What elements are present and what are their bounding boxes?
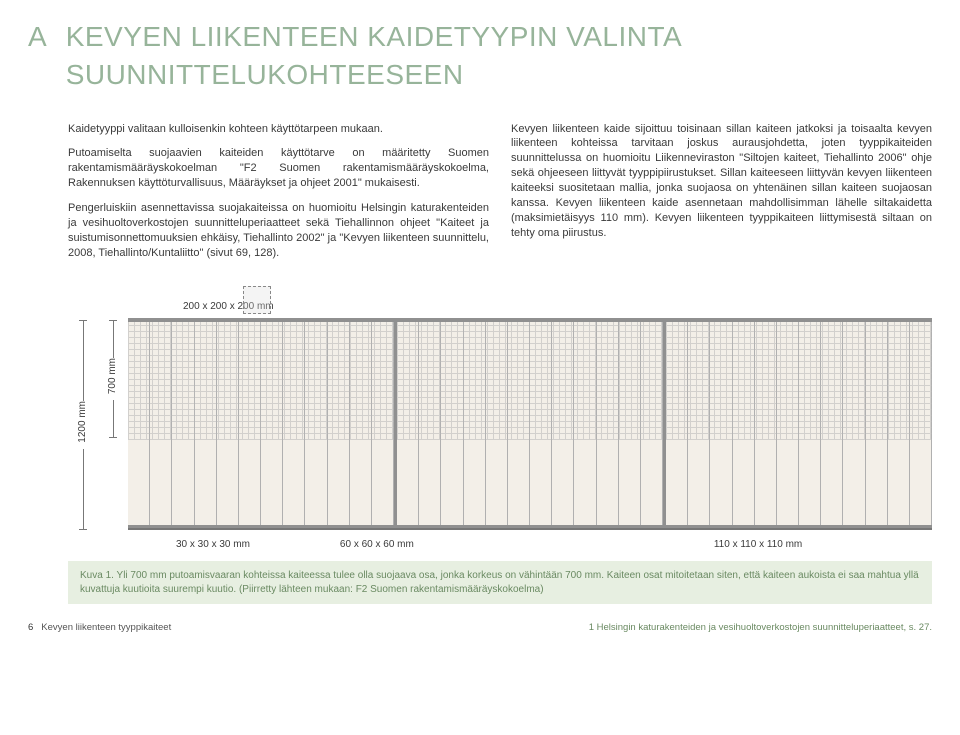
baluster xyxy=(128,322,150,525)
baluster xyxy=(350,322,372,525)
dim-col-outer: 1200 mm xyxy=(68,320,98,530)
dim-col-inner: 700 mm xyxy=(98,320,128,438)
baluster xyxy=(574,322,596,525)
baluster xyxy=(888,322,910,525)
baluster xyxy=(419,322,441,525)
section-letter: A xyxy=(28,18,48,56)
ground-line xyxy=(128,528,932,530)
figure-caption: Kuva 1. Yli 700 mm putoamisvaaran kohtei… xyxy=(68,561,932,604)
page-header: A KEVYEN LIIKENTEEN KAIDETYYPIN VALINTA … xyxy=(28,18,932,94)
baluster xyxy=(508,322,530,525)
dim-label-110: 110 x 110 x 110 mm xyxy=(714,538,802,552)
page-title: KEVYEN LIIKENTEEN KAIDETYYPIN VALINTA SU… xyxy=(66,18,932,94)
baluster xyxy=(821,322,843,525)
dim-label-60: 60 x 60 x 60 mm xyxy=(340,538,414,552)
baluster xyxy=(530,322,552,525)
baluster xyxy=(866,322,888,525)
baluster xyxy=(328,322,350,525)
baluster xyxy=(733,322,755,525)
dim-label-700: 700 mm xyxy=(106,358,120,394)
baluster xyxy=(441,322,463,525)
body-columns: Kaidetyyppi valitaan kulloisenkin kohtee… xyxy=(68,122,932,271)
baluster xyxy=(261,322,283,525)
baluster xyxy=(710,322,732,525)
caption-label: Kuva 1. xyxy=(80,570,114,581)
dim-label-top: 200 x 200 x 200 mm xyxy=(183,300,932,314)
paragraph: Pengerluiskiin asennettavissa suojakaite… xyxy=(68,201,489,260)
baluster xyxy=(910,322,932,525)
page-number: 6 xyxy=(28,622,33,635)
paragraph: Kaidetyyppi valitaan kulloisenkin kohtee… xyxy=(68,122,489,137)
baluster xyxy=(305,322,327,525)
caption-text: Yli 700 mm putoamisvaaran kohteissa kait… xyxy=(80,570,919,595)
baluster xyxy=(464,322,486,525)
page-footer: 6 Kevyen liikenteen tyyppikaiteet 1 Hels… xyxy=(28,622,932,635)
baluster xyxy=(552,322,574,525)
baluster xyxy=(688,322,710,525)
baluster xyxy=(283,322,305,525)
baluster xyxy=(372,322,394,525)
paragraph: Putoamiselta suojaavien kaiteiden käyttö… xyxy=(68,146,489,191)
baluster xyxy=(799,322,821,525)
railing-segment xyxy=(666,322,932,525)
baluster xyxy=(172,322,194,525)
baluster xyxy=(619,322,641,525)
paragraph: Kevyen liikenteen kaide sijoittuu toisin… xyxy=(511,122,932,241)
column-right: Kevyen liikenteen kaide sijoittuu toisin… xyxy=(511,122,932,271)
baluster xyxy=(597,322,619,525)
cube-icon xyxy=(243,286,271,314)
baluster xyxy=(195,322,217,525)
baluster xyxy=(397,322,419,525)
dim-label-30: 30 x 30 x 30 mm xyxy=(176,538,250,552)
baluster xyxy=(239,322,261,525)
railing-diagram xyxy=(128,318,932,530)
baluster xyxy=(777,322,799,525)
bottom-dim-row: 30 x 30 x 30 mm 60 x 60 x 60 mm 110 x 11… xyxy=(128,538,932,552)
figure: 200 x 200 x 200 mm 1200 mm 700 mm xyxy=(68,300,932,551)
baluster xyxy=(641,322,663,525)
doc-title: Kevyen liikenteen tyyppikaiteet xyxy=(41,622,171,635)
source-note: 1 Helsingin katurakenteiden ja vesihuolt… xyxy=(589,622,932,635)
baluster xyxy=(486,322,508,525)
baluster xyxy=(666,322,688,525)
baluster xyxy=(217,322,239,525)
baluster xyxy=(843,322,865,525)
baluster xyxy=(755,322,777,525)
column-left: Kaidetyyppi valitaan kulloisenkin kohtee… xyxy=(68,122,489,271)
baluster xyxy=(150,322,172,525)
dim-label-1200: 1200 mm xyxy=(76,401,90,443)
railing-segment xyxy=(128,322,397,525)
railing-segment xyxy=(397,322,666,525)
